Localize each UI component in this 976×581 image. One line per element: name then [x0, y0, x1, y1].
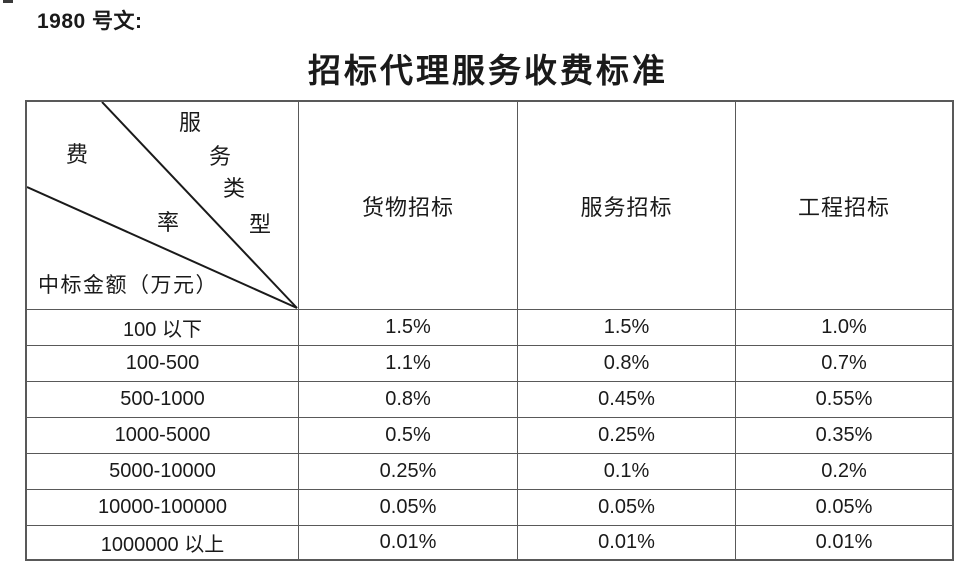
column-header-service: 服务招标: [517, 102, 735, 309]
engineering-rate-cell: 0.35%: [735, 417, 952, 453]
column-header-engineering: 工程招标: [735, 102, 952, 309]
diagonal-divider-lines: [27, 102, 298, 309]
engineering-rate-cell: 0.05%: [735, 489, 952, 525]
corner-service-type-char: 型: [249, 212, 272, 237]
corner-service-type-char: 类: [223, 176, 246, 201]
corner-fee-rate-char: 率: [157, 210, 180, 235]
goods-rate-cell: 1.5%: [298, 309, 517, 345]
service-rate-cell: 0.45%: [517, 381, 735, 417]
service-rate-cell: 1.5%: [517, 309, 735, 345]
goods-rate-cell: 0.8%: [298, 381, 517, 417]
goods-rate-cell: 1.1%: [298, 345, 517, 381]
goods-rate-cell: 0.05%: [298, 489, 517, 525]
row-label: 500-1000: [27, 381, 298, 417]
engineering-rate-cell: 0.2%: [735, 453, 952, 489]
doc-reference-number: 1980 号文:: [37, 10, 143, 33]
engineering-rate-cell: 0.7%: [735, 345, 952, 381]
row-label: 1000-5000: [27, 417, 298, 453]
service-rate-cell: 0.8%: [517, 345, 735, 381]
row-label: 100 以下: [27, 309, 298, 345]
corner-service-type-char: 务: [209, 144, 232, 169]
goods-rate-cell: 0.01%: [298, 525, 517, 559]
engineering-rate-cell: 0.01%: [735, 525, 952, 559]
engineering-rate-cell: 1.0%: [735, 309, 952, 345]
engineering-rate-cell: 0.55%: [735, 381, 952, 417]
row-label: 100-500: [27, 345, 298, 381]
column-header-goods: 货物招标: [298, 102, 517, 309]
row-label: 10000-100000: [27, 489, 298, 525]
corner-amount-label: 中标金额（万元）: [38, 273, 218, 297]
service-rate-cell: 0.1%: [517, 453, 735, 489]
page-title: 招标代理服务收费标准: [308, 54, 668, 90]
corner-service-type-char: 服: [179, 110, 202, 135]
screen-edge-artifact: [3, 0, 13, 3]
row-label: 5000-10000: [27, 453, 298, 489]
service-rate-cell: 0.01%: [517, 525, 735, 559]
service-rate-cell: 0.25%: [517, 417, 735, 453]
service-rate-cell: 0.05%: [517, 489, 735, 525]
corner-header-cell: 服 务 类 型 费 率 中标金额（万元）: [27, 102, 298, 309]
row-label: 1000000 以上: [27, 525, 298, 559]
goods-rate-cell: 0.25%: [298, 453, 517, 489]
corner-fee-rate-char: 费: [66, 142, 89, 167]
fee-standard-table: 服 务 类 型 费 率 中标金额（万元） 货物招标 服务招标 工程招标 100 …: [25, 100, 954, 561]
goods-rate-cell: 0.5%: [298, 417, 517, 453]
